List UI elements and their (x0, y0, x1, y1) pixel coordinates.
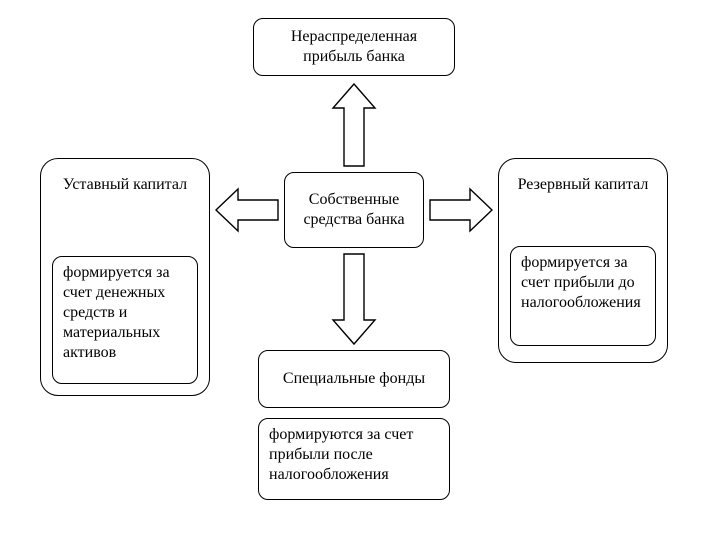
node-bottom-title: Специальные фонды (283, 369, 425, 389)
node-left-sub: формируется за счет денежных средств и м… (52, 256, 198, 384)
diagram-stage: Собственные средства банка Нераспределен… (0, 0, 707, 536)
node-left-sub-text: формируется за счет денежных средств и м… (63, 263, 187, 363)
arrow-right-icon (428, 187, 494, 233)
node-right-title: Резервный капитал (518, 175, 649, 195)
node-center: Собственные средства банка (284, 172, 424, 248)
node-right-sub-text: формируется за счет прибыли до налогообл… (521, 253, 645, 313)
node-right-sub: формируется за счет прибыли до налогообл… (510, 246, 656, 346)
node-center-label: Собственные средства банка (295, 190, 413, 230)
arrow-up-icon (331, 82, 377, 168)
node-bottom-sub: формируются за счет прибыли после налого… (258, 418, 450, 500)
node-left-title: Уставный капитал (63, 175, 187, 195)
node-bottom-sub-text: формируются за счет прибыли после налого… (269, 425, 439, 485)
node-top: Нераспределенная прибыль банка (253, 18, 455, 76)
arrow-left-icon (214, 187, 280, 233)
arrow-down-icon (331, 252, 377, 346)
node-top-title: Нераспределенная прибыль банка (264, 27, 444, 67)
node-bottom: Специальные фонды (258, 350, 450, 408)
